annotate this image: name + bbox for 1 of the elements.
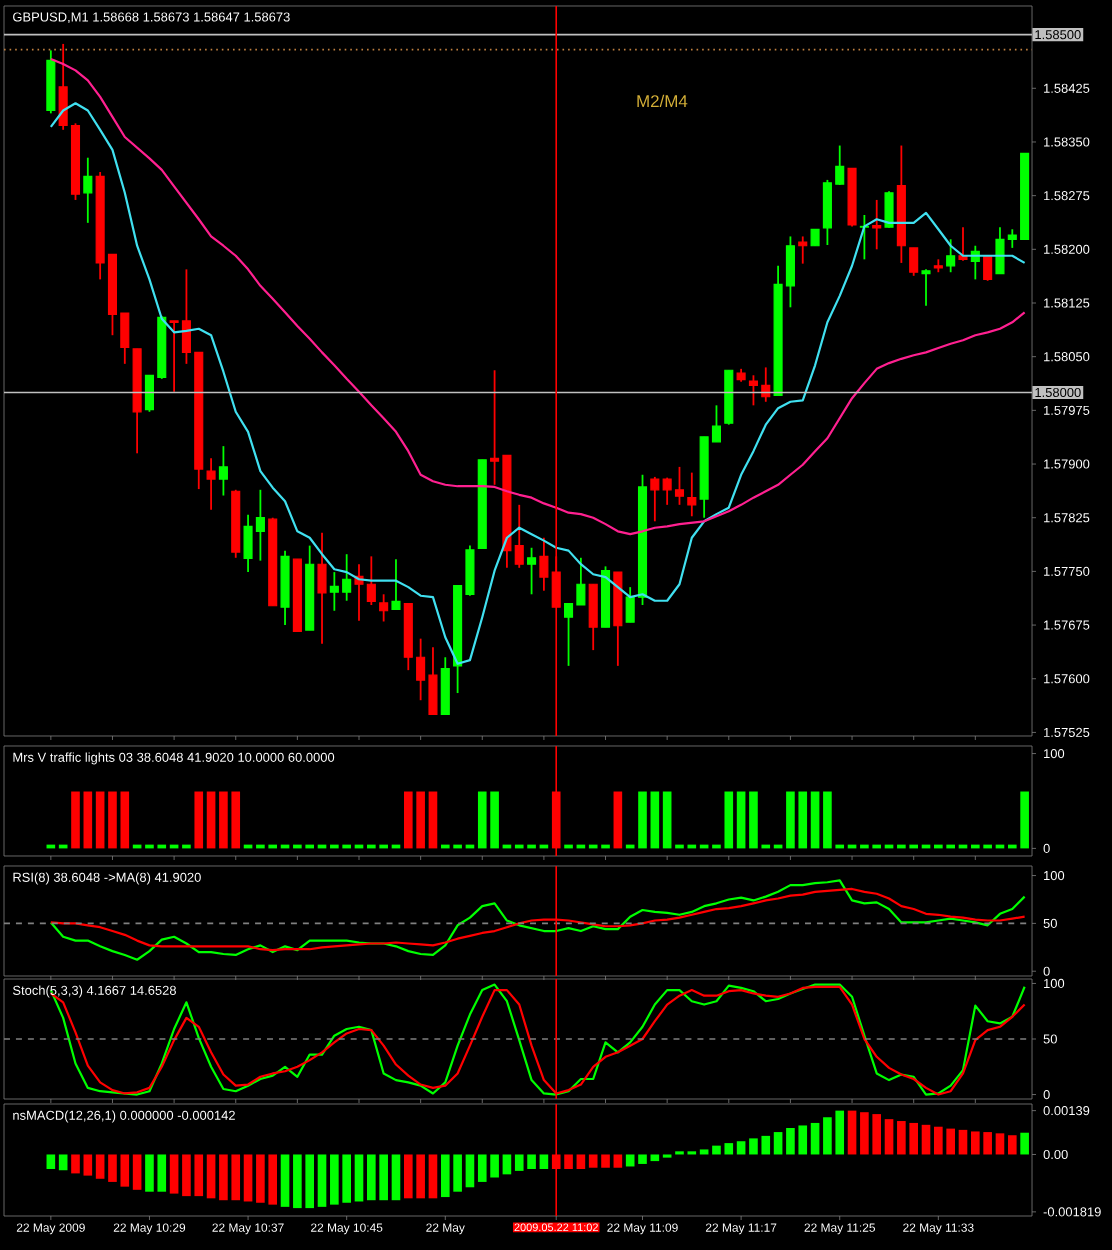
annotation: M2/M4 [637,94,688,108]
